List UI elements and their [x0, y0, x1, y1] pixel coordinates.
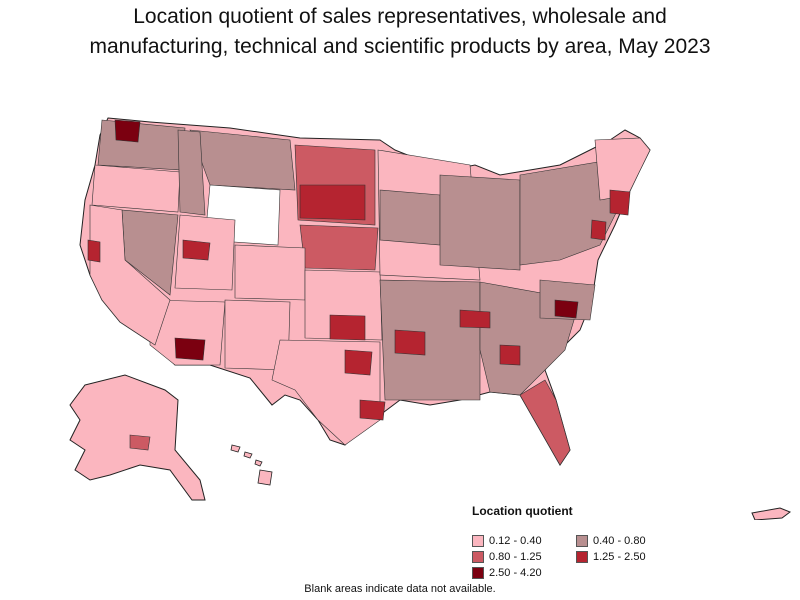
legend-swatch-5	[472, 567, 484, 579]
legend-swatch-3	[472, 551, 484, 563]
legend-label-3: 0.80 - 1.25	[489, 551, 542, 563]
legend-item-1: 0.12 - 0.40	[472, 534, 576, 548]
region-atlanta	[499, 344, 521, 366]
region-oklahoma-core	[329, 314, 366, 341]
map-regions	[87, 119, 651, 466]
region-oregon	[91, 164, 181, 213]
region-florida	[519, 379, 571, 466]
legend-title: Location quotient	[472, 504, 573, 518]
region-phoenix	[174, 337, 206, 361]
legend-item-3: 0.80 - 1.25	[472, 550, 576, 564]
region-seattle	[114, 119, 141, 143]
region-north-dakota-core	[299, 184, 366, 221]
region-great-lakes	[439, 174, 521, 271]
region-tennessee	[459, 309, 491, 329]
legend-label-5: 2.50 - 4.20	[489, 567, 542, 579]
region-virginia-hot	[554, 299, 579, 319]
legend-label-1: 0.12 - 0.40	[489, 535, 542, 547]
region-boston	[609, 189, 631, 216]
title-line-1: Location quotient of sales representativ…	[133, 5, 667, 28]
region-colorado	[234, 244, 306, 301]
region-dallas	[344, 349, 373, 376]
region-wisconsin-mn	[379, 189, 441, 246]
region-houston	[359, 399, 386, 421]
puerto-rico-outline	[751, 507, 792, 520]
region-montana	[189, 129, 296, 191]
legend-swatch-1	[472, 535, 484, 547]
footnote: Blank areas indicate data not available.	[304, 583, 496, 595]
legend-swatch-4	[576, 551, 588, 563]
legend-item-4: 1.25 - 2.50	[576, 550, 686, 564]
legend-swatch-2	[576, 535, 588, 547]
region-arkansas-hot	[394, 329, 426, 356]
region-idaho	[177, 129, 206, 216]
legend-item-2: 0.40 - 0.80	[576, 534, 686, 548]
region-new-england	[594, 137, 651, 201]
region-california	[89, 204, 171, 346]
alaska-anchorage	[129, 434, 151, 451]
legend-item-5: 2.50 - 4.20	[472, 566, 576, 580]
legend: Location quotient 0.12 - 0.40 0.40 - 0.8…	[472, 504, 702, 580]
region-south-central	[379, 279, 481, 401]
map-title: Location quotient of sales representativ…	[0, 2, 800, 62]
region-virginia	[539, 279, 596, 321]
us-choropleth-map	[69, 117, 792, 520]
region-bay-area	[87, 239, 101, 263]
legend-grid: 0.12 - 0.40 0.40 - 0.80 0.80 - 1.25 1.25…	[472, 534, 702, 580]
title-line-2: manufacturing, technical and scientific …	[89, 35, 711, 58]
legend-label-4: 1.25 - 2.50	[593, 551, 646, 563]
legend-label-2: 0.40 - 0.80	[593, 535, 646, 547]
region-utah-hotspot	[182, 239, 211, 261]
region-nebraska	[299, 224, 379, 271]
region-washington	[97, 119, 186, 171]
hawaii-islands	[230, 444, 273, 486]
region-nyc	[590, 219, 607, 241]
